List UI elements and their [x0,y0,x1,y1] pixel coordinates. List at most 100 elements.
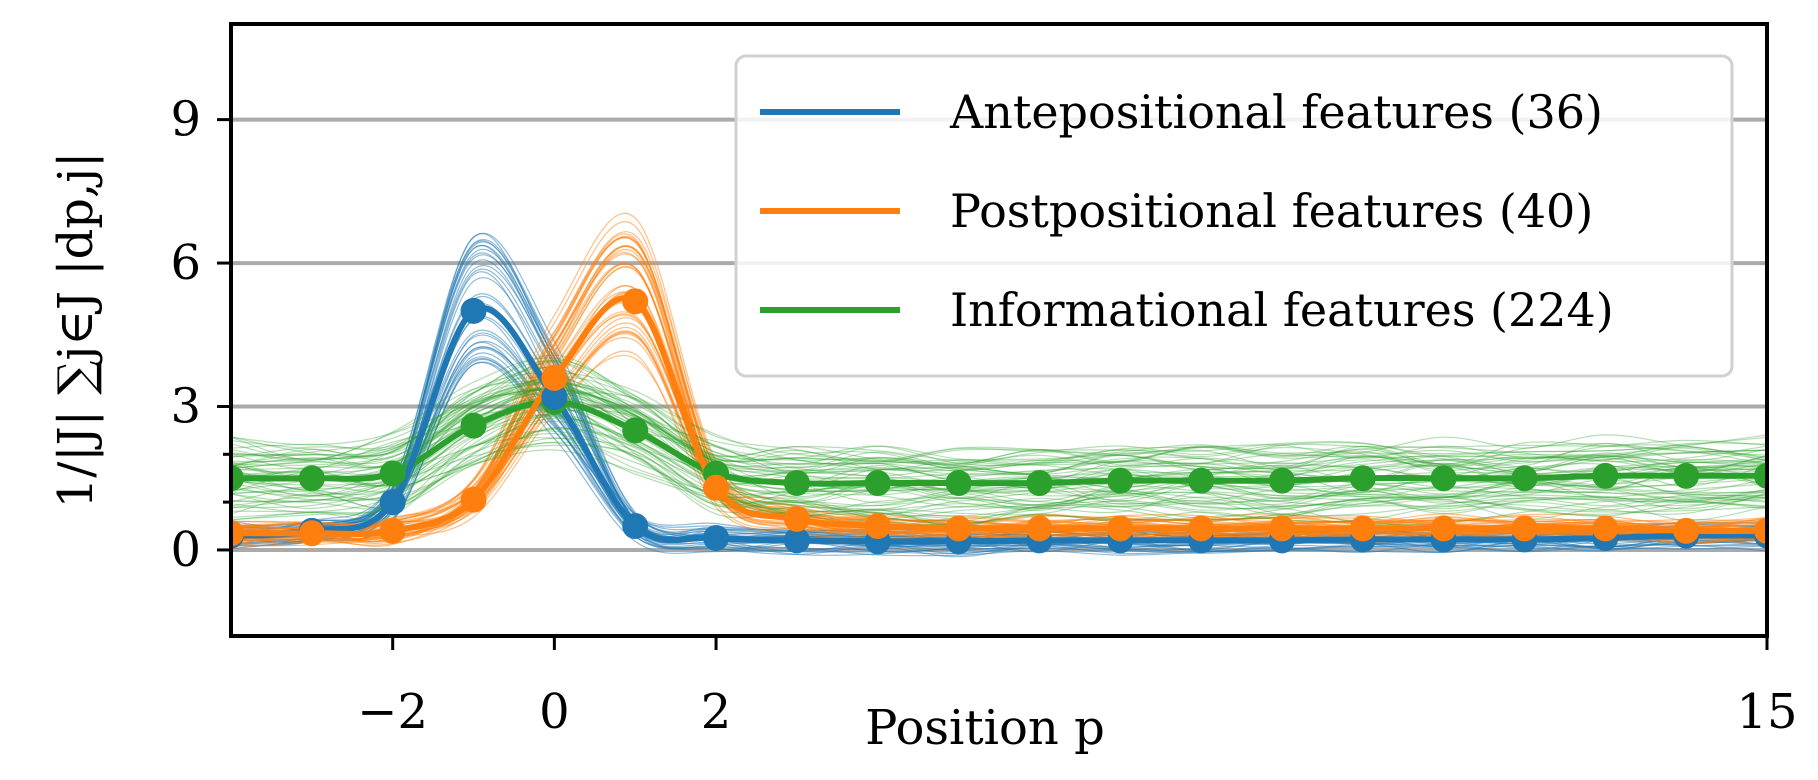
y-tick-label: 0 [170,522,201,578]
feature-curve [231,381,1767,473]
data-point [703,524,730,551]
feature-curve [231,380,1767,471]
y-tick-label: 3 [170,379,201,435]
data-point [460,412,487,439]
feature-curve [231,361,1767,479]
feature-curve [231,413,1767,528]
data-point [1592,462,1619,489]
feature-curve [231,357,1767,465]
plot-area [231,212,1767,558]
y-axis-title: 1/|J| ∑j∈J |dp,j| [48,152,104,509]
feature-curve [231,426,1767,519]
feature-curve [231,379,1767,504]
feature-curve [231,387,1767,470]
feature-curve [231,437,1767,515]
data-point [783,505,810,532]
feature-curve [231,389,1767,466]
x-tick-label: 15 [1736,684,1797,740]
y-tick-label: 6 [170,235,201,291]
data-point [945,515,972,542]
data-point [1673,517,1700,544]
feature-curve [231,403,1767,519]
feature-curve [231,432,1767,522]
feature-curve [231,376,1767,472]
data-point [1188,515,1215,542]
data-point [1026,470,1053,496]
data-point [1511,465,1538,492]
data-point [231,465,244,492]
series-line [231,295,1767,537]
data-point [541,364,568,391]
data-point [864,513,891,540]
feature-curve [231,236,1767,536]
data-point [1511,515,1538,542]
feature-curve [231,359,1767,466]
feature-curve [231,389,1767,468]
feature-curve [231,427,1767,512]
legend-box [734,54,1734,378]
legend-label-informational: Informational features (224) [950,283,1614,337]
x-tick-label: −2 [357,684,428,740]
data-point [1754,462,1767,489]
data-point [460,486,487,513]
data-point [622,288,649,315]
data-point [1107,515,1134,542]
data-point [1592,515,1619,542]
data-point [541,383,568,410]
data-point [1754,517,1767,544]
data-point [945,470,972,496]
feature-curve [231,407,1767,519]
data-point [231,520,244,547]
feature-curve [231,266,1767,543]
y-tick-label: 9 [170,92,201,148]
data-point [783,470,810,496]
feature-curve [231,428,1767,507]
data-point [1349,515,1376,542]
feature-curve [231,413,1767,526]
feature-curve [231,380,1767,465]
data-point [379,489,406,516]
legend: Antepositional features (36) Postpositio… [734,54,1734,378]
data-point [622,417,649,444]
x-tick-label: 2 [701,684,732,740]
axis-ticks: 0 3 6 9 −2 0 2 15 [170,92,1797,740]
data-point [1107,467,1134,494]
legend-label-antepositional: Antepositional features (36) [949,85,1603,139]
feature-curve [231,382,1767,467]
data-point [379,517,406,544]
feature-curve [231,430,1767,526]
data-point [1268,515,1295,542]
x-tick-label: 0 [539,684,570,740]
data-point [1026,515,1053,542]
data-point [864,470,891,496]
feature-curve [231,231,1767,529]
feature-curve [231,317,1767,557]
feature-curve [231,366,1767,476]
feature-curve [231,376,1767,480]
feature-curve [231,442,1767,516]
feature-curve [231,449,1767,516]
series-line [231,305,1767,545]
data-point [460,297,487,324]
data-point [298,465,325,492]
feature-curve [231,385,1767,488]
data-point [1188,467,1215,494]
feature-curve [231,437,1767,507]
x-axis-title: Position p [865,700,1105,756]
data-points [231,288,1767,555]
data-point [379,460,406,487]
data-point [1430,515,1457,542]
data-point [622,513,649,540]
data-point [1430,465,1457,492]
plot-frame [229,22,1769,638]
feature-curve [231,392,1767,465]
feature-curve [231,392,1767,472]
data-point [1268,467,1295,494]
data-point [1673,462,1700,489]
feature-curve [231,360,1767,477]
feature-curve [231,371,1767,463]
feature-curve [231,376,1767,466]
data-point [703,474,730,501]
data-point [298,520,325,547]
